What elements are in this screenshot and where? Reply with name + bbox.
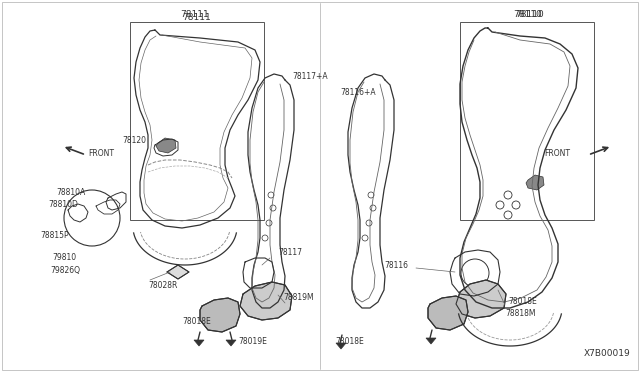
- Polygon shape: [156, 138, 176, 153]
- Polygon shape: [226, 340, 236, 346]
- Text: 78028R: 78028R: [148, 280, 177, 289]
- Polygon shape: [426, 338, 436, 344]
- Text: 78111: 78111: [182, 13, 211, 22]
- Polygon shape: [428, 296, 468, 330]
- Polygon shape: [167, 265, 189, 279]
- Text: 78120: 78120: [122, 135, 146, 144]
- Text: 78810D: 78810D: [48, 199, 78, 208]
- Text: 78018E: 78018E: [508, 298, 537, 307]
- Bar: [460, 22, 594, 220]
- Polygon shape: [526, 175, 544, 190]
- Text: 78810A: 78810A: [56, 187, 85, 196]
- Text: 78110: 78110: [516, 10, 545, 19]
- Text: 78117+A: 78117+A: [292, 71, 328, 80]
- Text: 79810: 79810: [52, 253, 76, 263]
- Text: 78117: 78117: [278, 247, 302, 257]
- Text: 78815P: 78815P: [40, 231, 68, 240]
- Bar: [130, 22, 264, 220]
- Text: 78818M: 78818M: [505, 308, 536, 317]
- Text: 78116: 78116: [384, 260, 408, 269]
- Text: 78110: 78110: [514, 10, 542, 19]
- Polygon shape: [456, 280, 506, 318]
- Text: 78111: 78111: [180, 10, 209, 19]
- Text: 78819M: 78819M: [283, 294, 314, 302]
- Polygon shape: [240, 282, 292, 320]
- Text: FRONT: FRONT: [544, 148, 570, 157]
- Text: 78018E: 78018E: [335, 337, 364, 346]
- Text: 79826Q: 79826Q: [50, 266, 80, 275]
- Text: 78018E: 78018E: [182, 317, 211, 327]
- Text: 78019E: 78019E: [238, 337, 267, 346]
- Text: 78116+A: 78116+A: [340, 87, 376, 96]
- Polygon shape: [336, 343, 346, 349]
- Text: FRONT: FRONT: [88, 148, 114, 157]
- Polygon shape: [200, 298, 240, 332]
- Text: X7B00019: X7B00019: [583, 349, 630, 358]
- Polygon shape: [194, 340, 204, 346]
